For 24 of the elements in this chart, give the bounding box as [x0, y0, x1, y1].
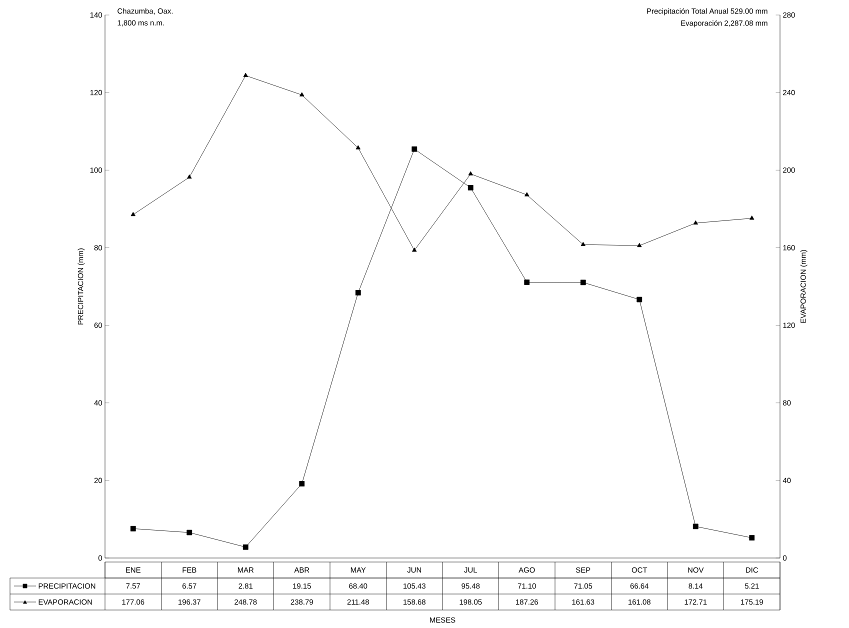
- point: [468, 184, 474, 190]
- point: [637, 242, 642, 248]
- point: [750, 216, 754, 220]
- point: [243, 72, 248, 77]
- point: [412, 146, 418, 152]
- point: [412, 248, 417, 252]
- point: [580, 280, 586, 286]
- point: [186, 530, 192, 536]
- point: [580, 242, 586, 246]
- point: [692, 524, 698, 530]
- point: [299, 481, 305, 486]
- point: [749, 535, 755, 540]
- point: [242, 544, 248, 550]
- point: [636, 296, 642, 302]
- point: [524, 192, 530, 196]
- point: [356, 145, 360, 150]
- point: [355, 290, 361, 296]
- point: [300, 92, 304, 96]
- point: [187, 174, 192, 179]
- point: [130, 212, 136, 216]
- point: [130, 526, 136, 532]
- point: [693, 220, 698, 225]
- point: [468, 171, 473, 176]
- point: [524, 280, 530, 285]
